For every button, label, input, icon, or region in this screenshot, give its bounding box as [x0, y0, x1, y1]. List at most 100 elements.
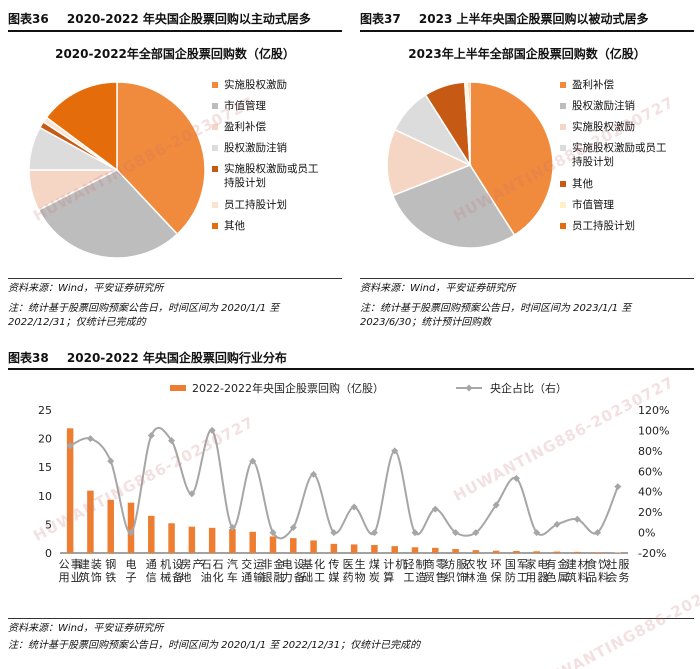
- legend-label: 股权激励注销: [572, 100, 635, 112]
- share-point-5: [147, 432, 155, 440]
- share-point-21: [472, 529, 480, 537]
- bar-16: [371, 544, 378, 553]
- pie-slice-2: [391, 164, 516, 249]
- bar-6: [168, 523, 175, 553]
- bar-13: [310, 540, 317, 553]
- x-tick-label: 基础化工: [302, 557, 325, 584]
- legend-swatch: [212, 103, 218, 109]
- bar-24: [533, 551, 540, 553]
- legend-item: 股权激励注销: [212, 141, 287, 155]
- share-point-1: [66, 442, 74, 450]
- legend-swatch: [560, 181, 566, 187]
- share-point-10: [249, 457, 257, 465]
- legend-label: 实施股权激励: [224, 79, 287, 91]
- svg-text:纺织服饰: 纺织服饰: [444, 557, 467, 584]
- pie-slice-2: [37, 169, 179, 259]
- share-point-17: [391, 447, 399, 455]
- x-tick-label: 房地产: [180, 557, 203, 584]
- left-panel-source: 资料来源：Wind，平安证券研究所: [8, 283, 164, 294]
- legend-label: 市值管理: [572, 199, 614, 211]
- x-tick-label: 机械设备: [160, 557, 183, 584]
- legend-label: 员工持股计划: [224, 199, 287, 211]
- svg-text:电子: 电子: [126, 558, 137, 584]
- legend-label: 实施股权激励或员工 持股计划: [224, 163, 319, 189]
- svg-text:医药生物: 医药生物: [343, 557, 366, 584]
- bar-19: [432, 547, 439, 553]
- svg-text:机械设备: 机械设备: [160, 557, 183, 584]
- svg-text:房地产: 房地产: [180, 557, 203, 584]
- bar-10: [249, 531, 256, 553]
- legend-swatch: [212, 166, 218, 172]
- bottom-panel-title: 2020-2022 年央国企股票回购行业分布: [66, 351, 287, 365]
- right-panel-source: 资料来源：Wind，平安证券研究所: [360, 283, 516, 294]
- bar-15: [350, 544, 358, 553]
- legend-label: 员工持股计划: [572, 220, 635, 232]
- right-pie-chart: [386, 81, 554, 249]
- svg-text:社会服务: 社会服务: [606, 557, 629, 584]
- legend-swatch: [212, 202, 218, 208]
- bottom-panel-source-rule: [8, 618, 694, 619]
- left-pie-chart: [28, 81, 206, 259]
- x-tick-label: 石油石化: [201, 558, 224, 584]
- svg-text:非银金融: 非银金融: [262, 557, 285, 584]
- y-left-tick-label: 0: [45, 547, 52, 560]
- svg-text:石油石化: 石油石化: [201, 558, 224, 584]
- x-tick-label: 社会服务: [606, 557, 629, 584]
- x-tick-label: 农林牧渔: [464, 557, 487, 584]
- share-point-4: [127, 529, 135, 537]
- share-point-15: [350, 503, 358, 511]
- legend-item: 其他: [560, 177, 593, 191]
- y-left-tick-label: 25: [38, 404, 52, 417]
- legend-label: 其他: [224, 220, 245, 232]
- x-tick-label: 交通运输: [241, 557, 264, 584]
- bar-legend-swatch: [170, 385, 186, 391]
- share-point-13: [310, 470, 318, 478]
- x-tick-label: 非银金融: [262, 557, 285, 584]
- pie-slice-7: [45, 81, 118, 172]
- x-tick-label: 家用电器: [525, 557, 548, 584]
- right-panel-title: 2023 上半年央国企股票回购以被动式居多: [418, 12, 649, 26]
- legend-item: 其他: [212, 219, 245, 233]
- y-right-tick-label: 120%: [638, 404, 669, 417]
- legend-item: 员工持股计划: [212, 198, 287, 212]
- x-tick-label: 轻工制造: [404, 557, 427, 584]
- svg-text:建筑装饰: 建筑装饰: [79, 557, 102, 584]
- share-point-23: [512, 474, 520, 482]
- bar-7: [188, 526, 196, 553]
- svg-text:传媒: 传媒: [328, 558, 339, 584]
- svg-text:通信: 通信: [146, 558, 157, 584]
- legend-label: 其他: [572, 178, 593, 190]
- legend-item: 市值管理: [212, 99, 266, 113]
- y-right-tick-label: 20%: [638, 506, 662, 519]
- bar-3: [107, 499, 114, 553]
- share-point-28: [614, 483, 622, 491]
- x-tick-label: 建筑装饰: [79, 557, 102, 584]
- svg-text:汽车: 汽车: [227, 557, 238, 584]
- legend-item: 实施股权激励: [212, 78, 287, 92]
- svg-text:建筑材料: 建筑材料: [566, 557, 589, 584]
- legend-swatch: [212, 145, 218, 151]
- y-right-tick-label: -20%: [638, 547, 666, 560]
- svg-text:家用电器: 家用电器: [525, 557, 548, 584]
- bar-14: [330, 543, 338, 553]
- left-panel-title: 2020-2022 年央国企股票回购以主动式居多: [66, 12, 311, 26]
- x-tick-label: 通信: [146, 558, 157, 584]
- share-point-8: [208, 426, 216, 434]
- x-tick-label: 汽车: [227, 557, 238, 584]
- left-panel-top-rule: [8, 30, 342, 32]
- svg-text:农林牧渔: 农林牧渔: [464, 557, 487, 584]
- legend-swatch: [212, 82, 218, 88]
- y-right-tick-label: 100%: [638, 424, 669, 437]
- x-tick-label: 电力设备: [282, 558, 305, 584]
- legend-item: 员工持股计划: [560, 219, 635, 233]
- bar-28: [614, 552, 622, 553]
- bar-17: [391, 546, 398, 553]
- bar-21: [472, 550, 480, 553]
- right-panel-top-rule: [360, 30, 694, 32]
- svg-text:环保: 环保: [491, 558, 502, 584]
- bar-25: [553, 551, 561, 553]
- bar-22: [492, 550, 500, 553]
- svg-text:商贸零售: 商贸零售: [424, 557, 447, 584]
- x-tick-label: 国防军工: [505, 558, 528, 584]
- svg-text:有色金属: 有色金属: [546, 557, 569, 584]
